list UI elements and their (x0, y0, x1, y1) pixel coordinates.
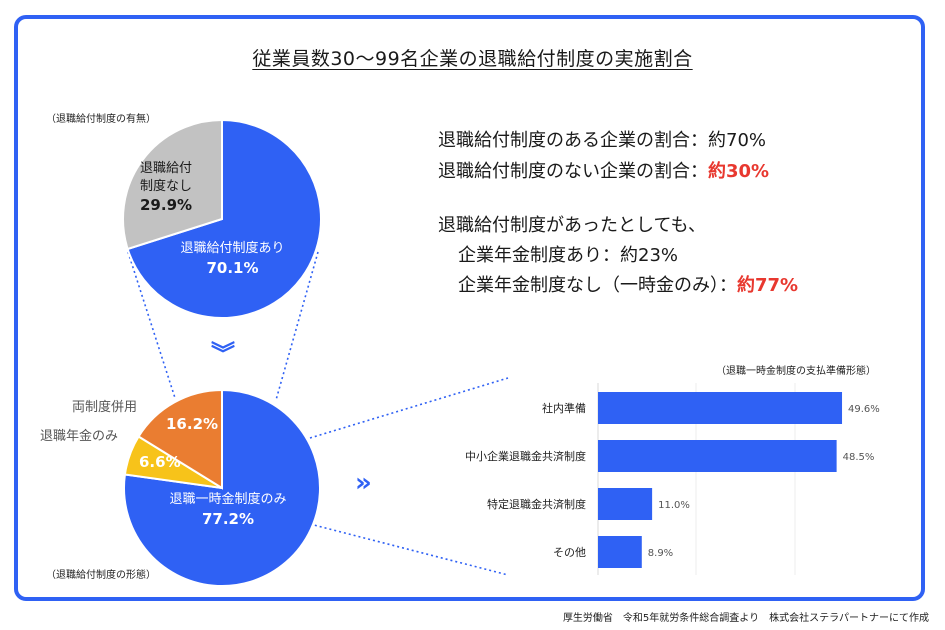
bar-1 (598, 440, 837, 472)
pie2-value-pension: 6.6% (139, 453, 181, 471)
connector-bar-bottom (309, 523, 509, 576)
pie1-label-no-name-line1: 退職給付 (140, 161, 193, 176)
pie2-label-lump-value: 77.2% (201, 509, 255, 528)
pie2-outlabel-both: 両制度併用 (72, 400, 138, 415)
bar-value-label-2: 11.0% (658, 500, 690, 511)
summary-line-5-highlight: 約77% (737, 275, 799, 296)
bar-category-label-2: 特定退職金共済制度 (487, 497, 586, 511)
bar-value-label-3: 8.9% (648, 548, 673, 559)
outer-frame (14, 15, 925, 601)
bar-2 (598, 488, 653, 520)
pie1-label-yes-name: 退職給付制度あり (180, 241, 285, 256)
bottom-pie (123, 388, 321, 587)
bar-category-label-0: 社内準備 (542, 401, 586, 415)
page-title: 従業員数30〜99名企業の退職給付制度の実施割合 (252, 48, 693, 70)
pie2-label-lump-name: 退職一時金制度のみ (169, 492, 287, 507)
connector-bar-top (309, 377, 509, 439)
summary-line-2-highlight: 約30% (708, 161, 770, 182)
pie1-label-no-name-line2: 制度なし (140, 178, 193, 194)
top-pie (122, 118, 322, 319)
bar-value-label-1: 48.5% (843, 452, 875, 463)
bar-0 (598, 392, 843, 424)
bar-category-label-1: 中小企業退職金共済制度 (465, 449, 586, 463)
bottom-pie-caption: （退職給付制度の形態） (46, 570, 156, 581)
pie1-label-yes-value: 70.1% (206, 258, 259, 277)
bar-3 (598, 536, 642, 568)
chevron-down-icon: ︾ (211, 340, 235, 368)
bar-value-label-0: 49.6% (848, 404, 880, 415)
pie2-value-both: 16.2% (166, 415, 219, 433)
bar-caption: （退職一時金制度の支払準備形態） (716, 366, 876, 377)
summary-line-2: 退職給付制度のない企業の割合：約30% (438, 157, 769, 183)
chevron-right-icon: » (355, 468, 372, 498)
summary-line-5-prefix: 企業年金制度なし（一時金のみ）： (458, 275, 737, 296)
pie1-slice-0 (126, 118, 322, 319)
bar-chart: 社内準備 49.6% 中小企業退職金共済制度 48.5% 特定退職金共済制度 11.0% そ… (465, 392, 880, 568)
pie1-slice-1 (122, 118, 223, 251)
pie1-label-no: 退職給付 制度なし 29.9% (140, 160, 192, 216)
pie2-outlabel-pension: 退職年金のみ (40, 429, 119, 444)
summary-line-2-prefix: 退職給付制度のない企業の割合： (438, 161, 708, 182)
summary-line-3: 退職給付制度があったとしても、 (438, 215, 707, 236)
summary-line-5: 企業年金制度なし（一時金のみ）：約77% (458, 271, 798, 297)
bar-category-label-3: その他 (553, 546, 586, 559)
top-pie-caption: （退職給付制度の有無） (46, 114, 156, 125)
pie2-slice-2 (137, 388, 223, 490)
connector-right (275, 251, 319, 401)
pie1-label-no-value: 29.9% (140, 196, 193, 215)
connector-left (127, 251, 176, 399)
summary-line-4: 企業年金制度あり：約23% (458, 245, 679, 266)
summary-line-1: 退職給付制度のある企業の割合：約70% (438, 130, 767, 151)
pie1-label-yes: 退職給付制度あり 70.1% (160, 240, 305, 278)
pie2-label-lump: 退職一時金制度のみ 77.2% (148, 491, 308, 529)
source-footer: 厚生労働省 令和5年就労条件総合調査より 株式会社ステラパートナーにて作成 (562, 613, 929, 624)
